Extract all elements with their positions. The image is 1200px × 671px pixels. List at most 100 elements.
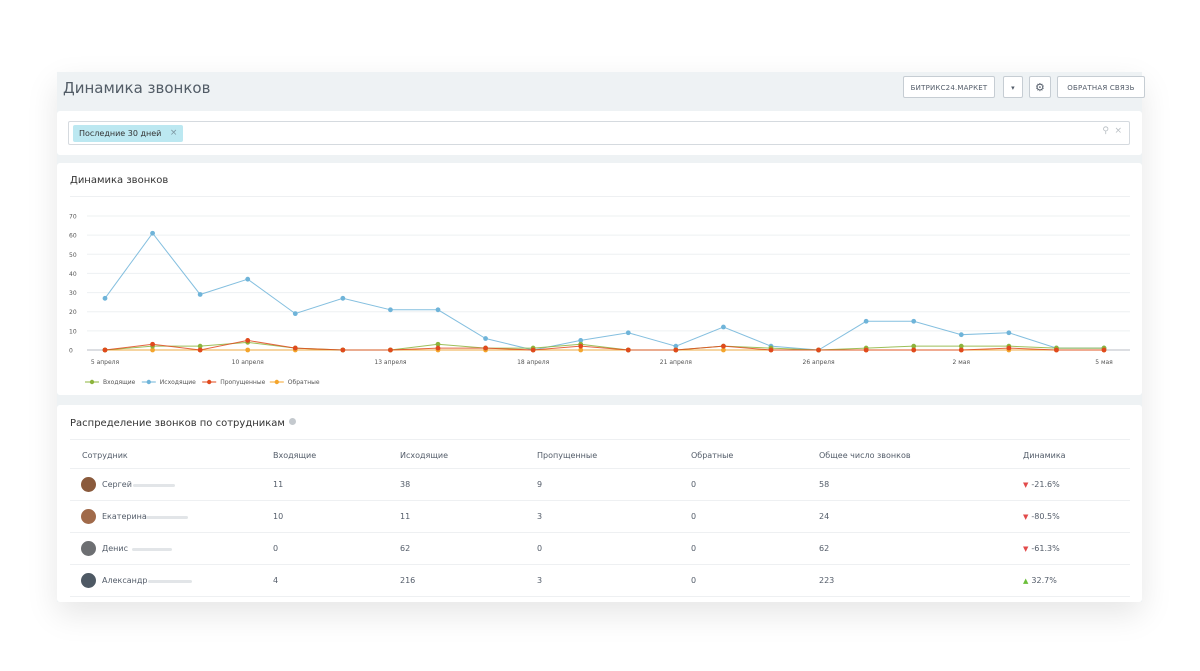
legend-marker <box>207 379 212 385</box>
x-tick-label: 10 апреля <box>232 359 264 366</box>
data-point <box>197 347 203 353</box>
y-tick-label: 10 <box>69 328 77 335</box>
employee-name[interactable]: Екатерина <box>102 512 147 521</box>
avatar[interactable] <box>81 509 96 524</box>
chevron-down-icon[interactable]: ▾ <box>1003 76 1023 98</box>
data-point <box>863 318 869 324</box>
data-point <box>721 347 726 353</box>
data-point <box>816 347 821 353</box>
employee-name[interactable]: Сергей <box>102 480 132 489</box>
clear-icon[interactable]: × <box>1114 126 1122 136</box>
data-point <box>292 345 298 351</box>
data-point <box>197 292 203 297</box>
redacted-surname <box>132 548 172 551</box>
missed-count: 3 <box>537 576 543 585</box>
total-count: 58 <box>819 480 830 489</box>
employee-name[interactable]: Денис <box>102 544 128 553</box>
x-tick-label: 5 апреля <box>91 359 120 366</box>
dynamics-percent: -61.3% <box>1031 544 1060 553</box>
incoming-count: 4 <box>273 576 279 585</box>
gear-icon[interactable]: ⚙ <box>1029 76 1051 98</box>
top-bar: Динамика звонков БИТРИКС24.МАРКЕТ ▾ ⚙ ОБ… <box>57 72 1145 108</box>
search-icon[interactable]: ⚲ <box>1102 126 1109 136</box>
data-point <box>388 307 393 313</box>
data-point <box>958 347 964 353</box>
callbacks-count: 0 <box>691 480 697 489</box>
table-row[interactable]: Денис 0 62 0 0 62 ▼ -61.3% <box>70 533 1130 565</box>
market-button[interactable]: БИТРИКС24.МАРКЕТ <box>903 76 995 98</box>
data-point <box>625 330 631 336</box>
legend-label: Пропущенные <box>220 379 265 386</box>
total-count: 24 <box>819 512 830 521</box>
arrow-down-icon: ▼ <box>1023 513 1029 521</box>
table-header: Сотрудник Входящие Исходящие Пропущенные… <box>70 439 1130 469</box>
dynamics-value: ▲ 32.7% <box>1023 576 1057 585</box>
legend-label: Обратные <box>288 379 320 386</box>
column-header-employee[interactable]: Сотрудник <box>82 451 128 460</box>
data-point <box>435 341 441 347</box>
incoming-count: 0 <box>273 544 279 553</box>
data-point <box>958 332 964 338</box>
filter-panel: Последние 30 дней × ⚲ × <box>57 111 1142 155</box>
column-header-callbacks[interactable]: Обратные <box>691 451 734 460</box>
data-point <box>578 347 584 353</box>
avatar[interactable] <box>81 573 96 588</box>
legend-label: Входящие <box>103 379 136 386</box>
y-tick-label: 30 <box>69 290 77 297</box>
filter-input[interactable]: Последние 30 дней × ⚲ × <box>68 121 1130 145</box>
dynamics-value: ▼ -21.6% <box>1023 480 1060 489</box>
y-tick-label: 40 <box>69 271 77 278</box>
x-tick-label: 2 мая <box>953 359 971 366</box>
filter-chip[interactable]: Последние 30 дней × <box>73 125 184 142</box>
legend-label: Исходящие <box>160 379 196 386</box>
data-point <box>435 307 441 313</box>
data-point <box>578 343 584 349</box>
table-title: Распределение звонков по сотрудникам <box>70 418 296 429</box>
redacted-surname <box>133 484 175 487</box>
callbacks-count: 0 <box>691 512 697 521</box>
info-icon[interactable] <box>288 418 296 425</box>
total-count: 223 <box>819 576 835 585</box>
data-point <box>102 295 108 301</box>
avatar[interactable] <box>81 477 96 492</box>
filter-chip-label: Последние 30 дней <box>79 129 162 138</box>
column-header-outgoing[interactable]: Исходящие <box>400 451 449 460</box>
data-point <box>863 347 869 353</box>
data-point <box>292 311 298 317</box>
redacted-surname <box>148 580 192 583</box>
dynamics-percent: -80.5% <box>1031 512 1060 521</box>
dynamics-percent: 32.7% <box>1031 576 1057 585</box>
data-point <box>197 343 203 349</box>
table-row[interactable]: Екатерина 10 11 3 0 24 ▼ -80.5% <box>70 501 1130 533</box>
x-tick-label: 26 апреля <box>803 359 835 366</box>
dynamics-value: ▼ -61.3% <box>1023 544 1060 553</box>
table-row[interactable]: Александр 4 216 3 0 223 ▲ 32.7% <box>70 565 1130 597</box>
data-point <box>1054 347 1059 353</box>
table-row[interactable]: Сергей 11 38 9 0 58 ▼ -21.6% <box>70 469 1130 501</box>
data-point <box>483 336 488 341</box>
page-title: Динамика звонков <box>63 79 211 97</box>
x-tick-label: 18 апреля <box>517 359 549 366</box>
series-line <box>104 232 1104 351</box>
y-tick-label: 70 <box>69 214 77 221</box>
feedback-button[interactable]: ОБРАТНАЯ СВЯЗЬ <box>1057 76 1145 98</box>
data-point <box>721 324 726 330</box>
legend-marker <box>274 379 279 385</box>
close-icon[interactable]: × <box>169 128 178 138</box>
legend-marker <box>146 379 151 385</box>
y-tick-label: 50 <box>69 252 77 259</box>
table-title-text: Распределение звонков по сотрудникам <box>70 418 285 429</box>
column-header-total[interactable]: Общее число звонков <box>819 451 911 460</box>
x-tick-label: 5 мая <box>1095 359 1113 366</box>
legend-marker <box>89 379 95 385</box>
data-point <box>721 343 726 349</box>
x-tick-label: 21 апреля <box>660 359 692 366</box>
column-header-missed[interactable]: Пропущенные <box>537 451 598 460</box>
column-header-dynamics[interactable]: Динамика <box>1023 451 1066 460</box>
arrow-down-icon: ▼ <box>1023 545 1029 553</box>
column-header-incoming[interactable]: Входящие <box>273 451 317 460</box>
employee-name[interactable]: Александр <box>102 576 148 585</box>
avatar[interactable] <box>81 541 96 556</box>
series-line <box>104 341 1104 351</box>
y-tick-label: 0 <box>69 348 73 355</box>
